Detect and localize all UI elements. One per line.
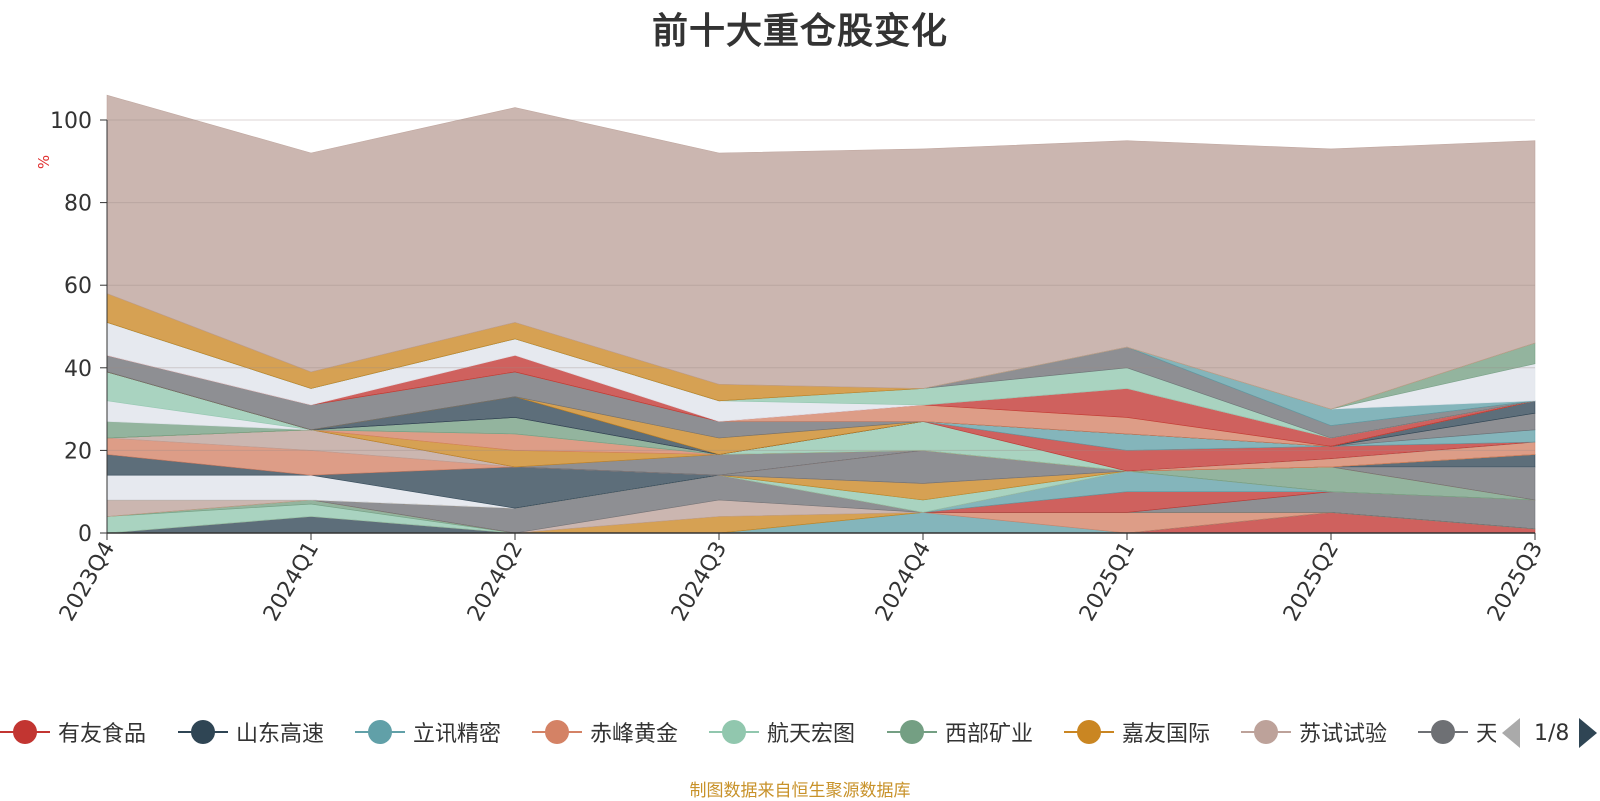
legend-label: 西部矿业 [945, 722, 1034, 747]
legend: 有友食品 山东高速 立讯精密 赤峰黄金 航天宏图 西部矿业 嘉友国际 苏试试验 天 [0, 712, 1496, 752]
x-tick-label: 2025Q3 [1483, 538, 1548, 626]
y-tick-label: 0 [78, 522, 92, 547]
x-tick-label: 2025Q2 [1279, 538, 1344, 626]
x-tick-label: 2024Q2 [463, 538, 528, 626]
legend-marker-icon [1418, 720, 1468, 744]
legend-item[interactable]: 有友食品 [0, 712, 146, 752]
legend-label: 有友食品 [58, 722, 147, 747]
x-tick-label: 2024Q4 [871, 538, 936, 626]
x-tick-label: 2024Q3 [667, 538, 732, 626]
legend-marker-icon [178, 720, 228, 744]
legend-item[interactable]: 立讯精密 [355, 712, 501, 752]
x-tick-label: 2025Q1 [1075, 538, 1140, 626]
legend-marker-icon [355, 720, 405, 744]
chart-title: 前十大重仓股变化 [651, 11, 948, 52]
x-tick-label: 2024Q1 [259, 538, 324, 626]
legend-next-page-icon[interactable] [1579, 718, 1598, 748]
data-source-note: 制图数据来自恒生聚源数据库 [689, 781, 911, 801]
series-area-43 [106, 94, 1536, 410]
legend-item[interactable]: 天 [1418, 712, 1496, 752]
legend-item[interactable]: 山东高速 [178, 712, 324, 752]
legend-item[interactable]: 苏试试验 [1241, 712, 1387, 752]
legend-marker-icon [887, 720, 937, 744]
legend-label: 赤峰黄金 [590, 722, 679, 747]
y-axis-label: % [35, 155, 53, 169]
legend-label: 立讯精密 [413, 722, 502, 747]
y-tick-label: 100 [50, 109, 92, 134]
legend-item[interactable]: 西部矿业 [887, 712, 1033, 752]
legend-prev-page-icon[interactable] [1502, 718, 1520, 748]
legend-label: 苏试试验 [1299, 722, 1388, 747]
y-tick-label: 20 [64, 439, 92, 464]
stacked-area-chart: 0 20 40 60 80 100% 2023Q4 2024Q1 2024Q2 2024Q3 202… [35, 94, 1548, 626]
legend-label: 嘉友国际 [1122, 722, 1211, 747]
legend-item[interactable]: 嘉友国际 [1064, 712, 1210, 752]
legend-item[interactable]: 赤峰黄金 [532, 712, 678, 752]
legend-marker-icon [1241, 720, 1291, 744]
legend-marker-icon [0, 720, 50, 744]
legend-marker-icon [1064, 720, 1114, 744]
legend-label: 航天宏图 [767, 722, 856, 747]
legend-marker-icon [532, 720, 582, 744]
legend-label: 天 [1476, 722, 1496, 747]
legend-item[interactable]: 航天宏图 [709, 712, 855, 752]
legend-label: 山东高速 [236, 722, 325, 747]
legend-marker-icon [709, 720, 759, 744]
series-areas [106, 94, 1536, 534]
y-tick-label: 40 [64, 357, 92, 382]
legend-pager: 1/8 [1500, 716, 1600, 750]
y-tick-label: 80 [64, 192, 92, 217]
x-tick-label: 2023Q4 [55, 538, 120, 626]
y-tick-label: 60 [64, 274, 92, 299]
legend-page-indicator: 1/8 [1534, 720, 1570, 746]
